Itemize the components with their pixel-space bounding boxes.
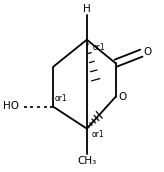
Text: or1: or1 xyxy=(93,43,105,52)
Text: O: O xyxy=(118,92,126,102)
Text: or1: or1 xyxy=(91,130,104,139)
Text: CH₃: CH₃ xyxy=(77,155,96,165)
Text: HO: HO xyxy=(3,101,19,111)
Text: H: H xyxy=(83,4,91,14)
Text: or1: or1 xyxy=(55,94,68,104)
Text: O: O xyxy=(144,47,152,57)
